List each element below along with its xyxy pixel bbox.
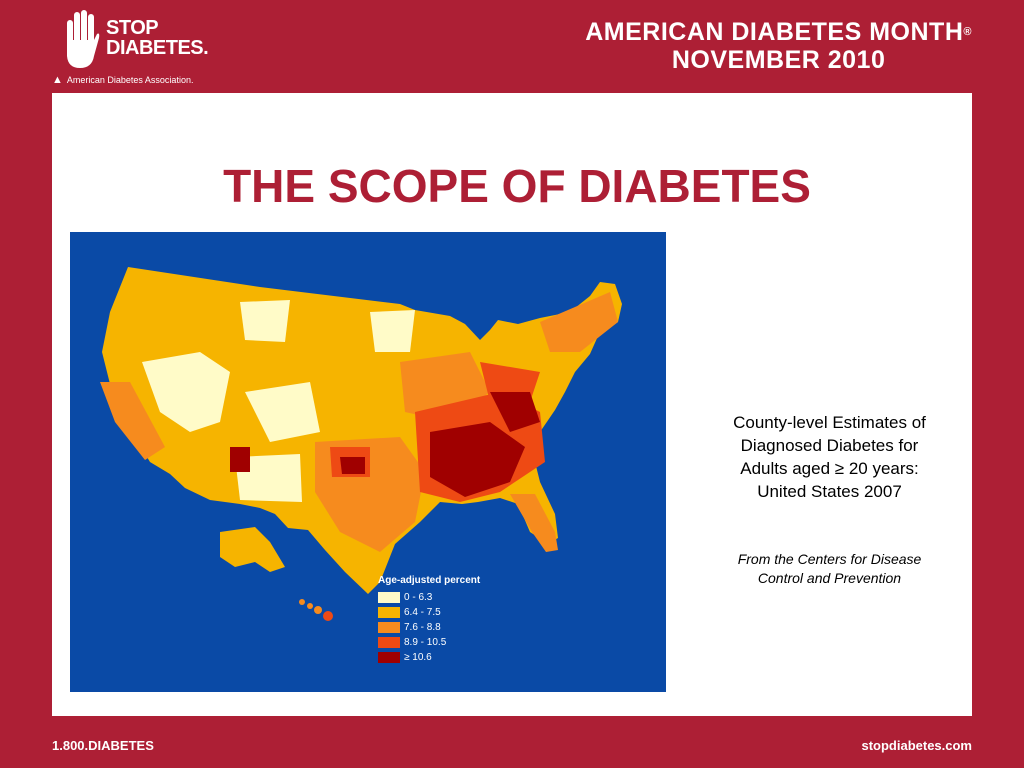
diabetes-month-banner: AMERICAN DIABETES MONTH® NOVEMBER 2010 — [585, 18, 972, 74]
legend-item: ≥ 10.6 — [378, 650, 480, 665]
logo-stop-text: STOP — [106, 17, 159, 39]
caption-line: County-level Estimates of — [733, 413, 926, 432]
month-date: NOVEMBER 2010 — [671, 46, 886, 74]
legend-title: Age-adjusted percent — [378, 575, 481, 586]
month-title: AMERICAN DIABETES MONTH — [585, 18, 964, 46]
slide-content: THE SCOPE OF DIABETES — [52, 93, 972, 716]
logo-diabetes-text: DIABETES. — [106, 37, 209, 59]
map-caption: County-level Estimates of Diagnosed Diab… — [692, 411, 967, 503]
legend-swatch — [378, 592, 400, 603]
legend-item: 7.6 - 8.8 — [378, 620, 480, 635]
source-line: Control and Prevention — [757, 570, 902, 586]
website-link[interactable]: stopdiabetes.com — [861, 738, 972, 753]
registered-mark: ® — [963, 26, 972, 38]
caption-line: Diagnosed Diabetes for — [740, 436, 919, 455]
alaska-shape — [220, 527, 285, 572]
legend-label: 7.6 - 8.8 — [404, 622, 441, 633]
caption-line: Adults aged ≥ 20 years: — [740, 459, 919, 478]
phone-number: 1.800.DIABETES — [52, 738, 154, 753]
source-attribution: From the Centers for Disease Control and… — [692, 550, 967, 588]
legend-item: 0 - 6.3 — [378, 590, 480, 605]
us-map-graphic — [100, 267, 622, 621]
legend-swatch — [378, 652, 400, 663]
ada-triangle-icon: ▲ — [52, 74, 63, 86]
map-legend: Age-adjusted percent 0 - 6.3 6.4 - 7.5 7… — [378, 575, 480, 665]
diabetes-county-map: Age-adjusted percent 0 - 6.3 6.4 - 7.5 7… — [70, 232, 666, 692]
legend-label: 6.4 - 7.5 — [404, 607, 441, 618]
legend-label: 8.9 - 10.5 — [404, 637, 447, 648]
ada-logo: ▲ American Diabetes Association. — [52, 74, 193, 86]
legend-swatch — [378, 622, 400, 633]
stop-hand-icon — [67, 10, 100, 68]
legend-label: 0 - 6.3 — [404, 592, 433, 603]
legend-item: 8.9 - 10.5 — [378, 635, 480, 650]
page-title: THE SCOPE OF DIABETES — [223, 160, 811, 212]
caption-line: United States 2007 — [757, 482, 902, 501]
legend-swatch — [378, 637, 400, 648]
us-mainland-shape — [102, 267, 622, 594]
legend-swatch — [378, 607, 400, 618]
stop-diabetes-logo: STOP DIABETES. ▲ American Diabetes Associ… — [50, 10, 220, 86]
legend-label: ≥ 10.6 — [404, 652, 432, 663]
legend-item: 6.4 - 7.5 — [378, 605, 480, 620]
ada-org-name: American Diabetes Association. — [66, 75, 194, 85]
source-line: From the Centers for Disease — [737, 551, 922, 567]
hawaii-shape — [299, 599, 333, 621]
